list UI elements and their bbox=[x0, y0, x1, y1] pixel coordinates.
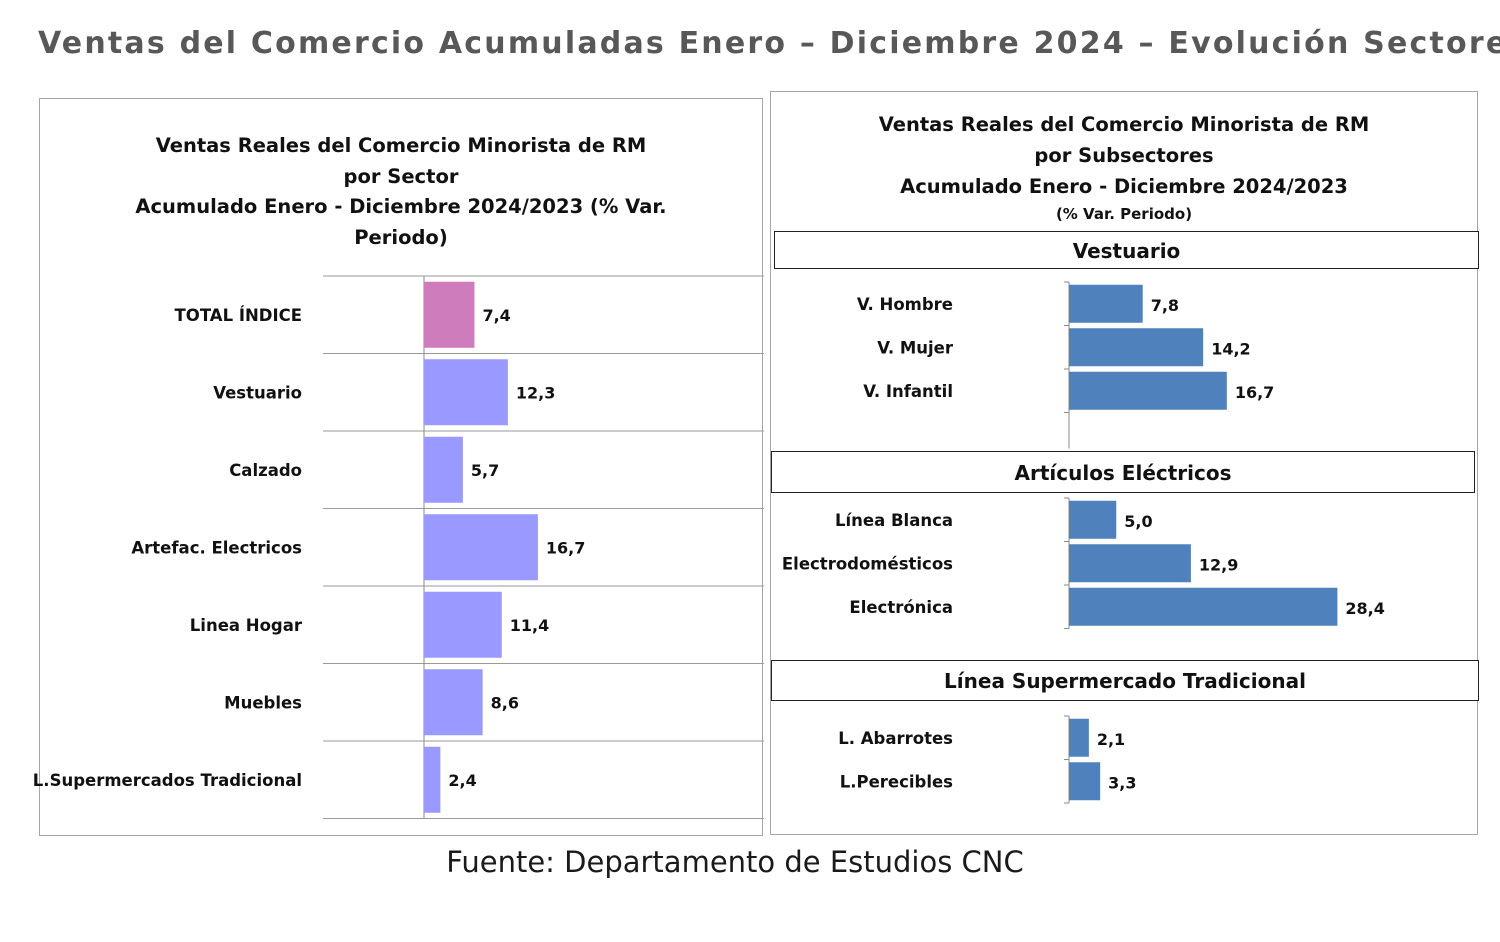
sector-chart-title-line: Periodo) bbox=[354, 225, 448, 249]
subsector-chart-title-line: Acumulado Enero - Diciembre 2024/2023 bbox=[900, 175, 1348, 198]
category-label: L.Perecibles bbox=[840, 772, 953, 791]
category-label: Vestuario bbox=[213, 383, 302, 402]
data-label: 2,1 bbox=[1097, 730, 1125, 749]
bar bbox=[424, 746, 441, 813]
subsector-chart-title: Ventas Reales del Comercio Minorista de … bbox=[771, 109, 1477, 226]
category-label: V. Hombre bbox=[857, 295, 953, 314]
source-note: Fuente: Departamento de Estudios CNC bbox=[446, 845, 1024, 879]
bar bbox=[1069, 371, 1227, 410]
subsector-chart-panel: Ventas Reales del Comercio Minorista de … bbox=[770, 91, 1479, 835]
category-label: V. Infantil bbox=[863, 382, 953, 401]
category-label: Muebles bbox=[224, 693, 302, 712]
sector-chart-panel: Ventas Reales del Comercio Minorista de … bbox=[33, 98, 764, 836]
bar bbox=[424, 514, 538, 581]
bar bbox=[1069, 718, 1089, 757]
data-label: 11,4 bbox=[510, 616, 549, 635]
bar bbox=[1069, 500, 1117, 539]
category-label: Linea Hogar bbox=[190, 616, 303, 635]
bar bbox=[1069, 284, 1143, 323]
category-label: TOTAL ÍNDICE bbox=[175, 306, 302, 325]
sector-chart-title-line: por Sector bbox=[343, 164, 459, 188]
page-title: Ventas del Comercio Acumuladas Enero – D… bbox=[38, 26, 1500, 61]
category-label: Línea Blanca bbox=[835, 511, 953, 530]
category-label: Electrónica bbox=[849, 598, 953, 617]
data-label: 8,6 bbox=[491, 693, 519, 712]
data-label: 12,3 bbox=[516, 383, 555, 402]
bar bbox=[424, 669, 483, 736]
bar bbox=[424, 359, 508, 426]
section-header-articulos-electricos: Artículos Eléctricos bbox=[771, 451, 1475, 493]
bar bbox=[424, 436, 463, 503]
sector-chart-title-line: Ventas Reales del Comercio Minorista de … bbox=[155, 134, 647, 157]
bar bbox=[424, 591, 502, 658]
bar bbox=[424, 281, 475, 348]
subsector-chart-subtitle: (% Var. Periodo) bbox=[1055, 205, 1193, 223]
sector-chart-title: Ventas Reales del Comercio Minorista de … bbox=[40, 131, 762, 253]
category-label: V. Mujer bbox=[877, 338, 954, 357]
data-label: 14,2 bbox=[1211, 339, 1250, 358]
subsector-chart-title-line: por Subsectores bbox=[1034, 144, 1214, 167]
data-label: 12,9 bbox=[1199, 555, 1238, 574]
subsector-bar-chart: V. Hombre 7,8 V. Mujer 14,2 V. Infantil 16,7 L… bbox=[782, 281, 1385, 804]
data-label: 7,4 bbox=[482, 306, 510, 325]
data-label: 5,7 bbox=[471, 461, 499, 480]
data-label: 2,4 bbox=[448, 771, 476, 790]
category-label: L.Supermercados Tradicional bbox=[33, 771, 302, 790]
category-label: Artefac. Electricos bbox=[131, 538, 302, 557]
data-label: 16,7 bbox=[546, 538, 585, 557]
data-label: 28,4 bbox=[1345, 599, 1384, 618]
subsector-chart-title-line: Ventas Reales del Comercio Minorista de … bbox=[878, 113, 1370, 136]
bar bbox=[1069, 328, 1204, 367]
sector-chart-title-line: Acumulado Enero - Diciembre 2024/2023 (%… bbox=[135, 195, 667, 218]
section-header-vestuario: Vestuario bbox=[774, 231, 1479, 269]
category-label: L. Abarrotes bbox=[838, 729, 953, 748]
category-label: Calzado bbox=[229, 461, 302, 480]
bar bbox=[1069, 544, 1191, 583]
sector-bar-chart: TOTAL ÍNDICE 7,4 Vestuario 12,3 Calzado 5,7 Ar… bbox=[33, 275, 764, 819]
data-label: 3,3 bbox=[1108, 773, 1136, 792]
section-header-supermercado: Línea Supermercado Tradicional bbox=[771, 660, 1479, 701]
data-label: 5,0 bbox=[1124, 512, 1152, 531]
bar bbox=[1069, 587, 1338, 626]
bar bbox=[1069, 762, 1101, 801]
data-label: 16,7 bbox=[1235, 383, 1274, 402]
data-label: 7,8 bbox=[1151, 296, 1179, 315]
category-label: Electrodomésticos bbox=[782, 554, 953, 573]
